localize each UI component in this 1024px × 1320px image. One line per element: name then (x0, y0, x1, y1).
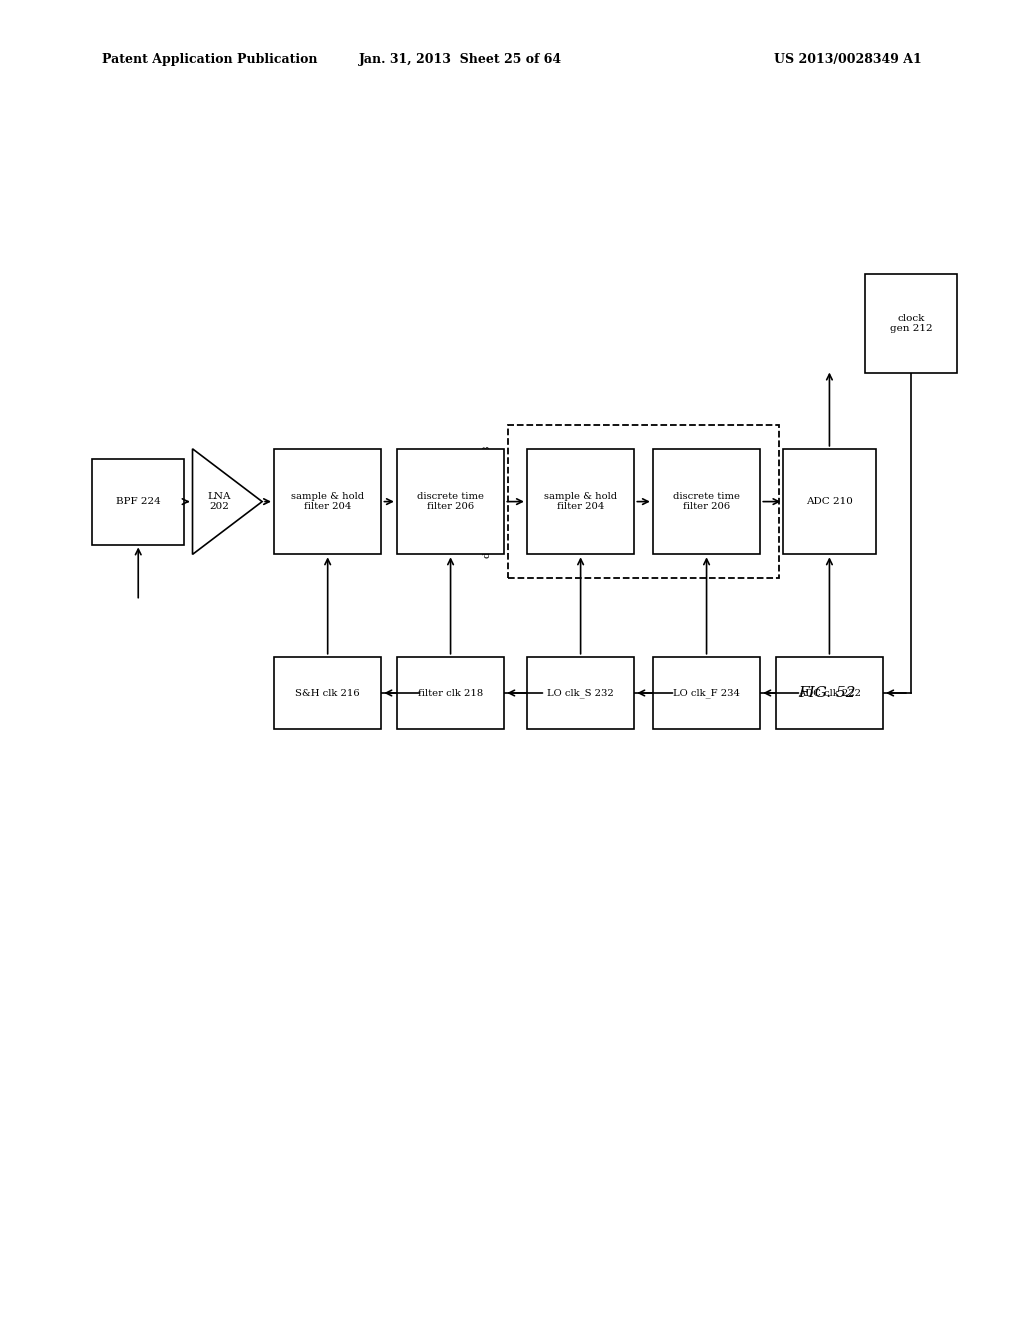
Text: Patent Application Publication: Patent Application Publication (102, 53, 317, 66)
Text: LO clk_F 234: LO clk_F 234 (673, 688, 740, 698)
FancyBboxPatch shape (526, 657, 634, 729)
Text: BPF 224: BPF 224 (116, 498, 161, 506)
FancyBboxPatch shape (274, 449, 381, 554)
FancyBboxPatch shape (783, 449, 876, 554)
Text: LNA
202: LNA 202 (208, 492, 230, 511)
FancyBboxPatch shape (92, 458, 184, 544)
Text: ADC 210: ADC 210 (806, 498, 853, 506)
FancyBboxPatch shape (397, 657, 504, 729)
FancyBboxPatch shape (865, 275, 957, 372)
FancyBboxPatch shape (526, 449, 634, 554)
Text: discrete time
filter 206: discrete time filter 206 (673, 492, 740, 511)
FancyBboxPatch shape (653, 657, 760, 729)
Text: down-conversion 208: down-conversion 208 (483, 445, 493, 558)
Text: sample & hold
filter 204: sample & hold filter 204 (544, 492, 617, 511)
FancyBboxPatch shape (653, 449, 760, 554)
Text: discrete time
filter 206: discrete time filter 206 (417, 492, 484, 511)
Text: filter clk 218: filter clk 218 (418, 689, 483, 697)
Text: ADC clk 222: ADC clk 222 (798, 689, 861, 697)
Text: sample & hold
filter 204: sample & hold filter 204 (291, 492, 365, 511)
Text: LO clk_S 232: LO clk_S 232 (547, 688, 614, 698)
Text: FIG. 52: FIG. 52 (799, 686, 856, 700)
Polygon shape (193, 449, 262, 554)
Text: S&H clk 216: S&H clk 216 (295, 689, 360, 697)
FancyBboxPatch shape (397, 449, 504, 554)
Text: clock
gen 212: clock gen 212 (890, 314, 933, 333)
Text: US 2013/0028349 A1: US 2013/0028349 A1 (774, 53, 922, 66)
FancyBboxPatch shape (274, 657, 381, 729)
Text: Jan. 31, 2013  Sheet 25 of 64: Jan. 31, 2013 Sheet 25 of 64 (359, 53, 562, 66)
FancyBboxPatch shape (776, 657, 883, 729)
